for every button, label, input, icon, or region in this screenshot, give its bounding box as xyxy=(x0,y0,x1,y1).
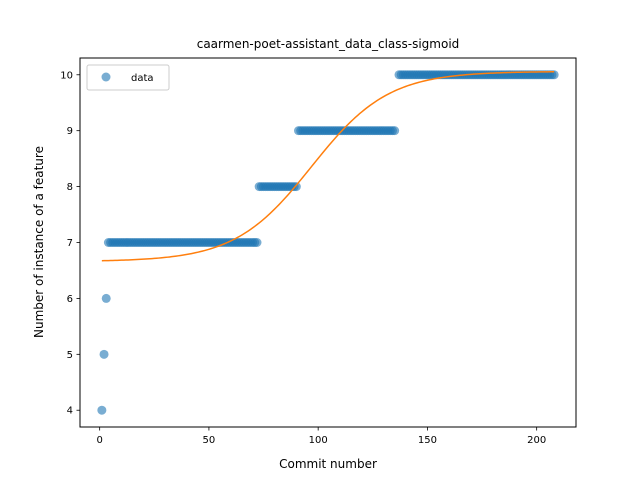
data-point xyxy=(101,293,111,303)
y-tick-label: 8 xyxy=(67,182,73,193)
legend: data xyxy=(86,64,170,91)
x-tick-label: 0 xyxy=(96,435,102,446)
x-axis-ticks: 0 50 100 150 200 xyxy=(96,427,546,446)
legend-label-data: data xyxy=(131,73,154,84)
y-axis-ticks: 4 5 6 7 8 9 10 xyxy=(60,70,80,417)
data-points xyxy=(97,70,559,415)
legend-marker-data xyxy=(101,72,111,82)
legend-box xyxy=(86,64,170,91)
x-tick-label: 150 xyxy=(418,435,437,446)
y-tick-label: 6 xyxy=(67,294,73,305)
data-point xyxy=(99,349,109,359)
data-point xyxy=(390,126,400,136)
y-axis-label: Number of instance of a feature xyxy=(32,146,46,338)
chart-title: caarmen-poet-assistant_data_class-sigmoi… xyxy=(197,37,460,51)
y-tick-label: 5 xyxy=(67,350,73,361)
y-tick-label: 9 xyxy=(67,126,73,137)
y-tick-label: 7 xyxy=(67,238,73,249)
y-tick-label: 10 xyxy=(60,70,73,81)
data-point xyxy=(97,405,107,415)
x-tick-label: 200 xyxy=(527,435,546,446)
x-tick-label: 100 xyxy=(309,435,328,446)
sigmoid-fit-line xyxy=(101,71,555,262)
x-axis-label: Commit number xyxy=(279,457,377,471)
data-point xyxy=(252,238,262,247)
y-tick-label: 4 xyxy=(67,406,73,417)
x-tick-label: 50 xyxy=(203,435,216,446)
